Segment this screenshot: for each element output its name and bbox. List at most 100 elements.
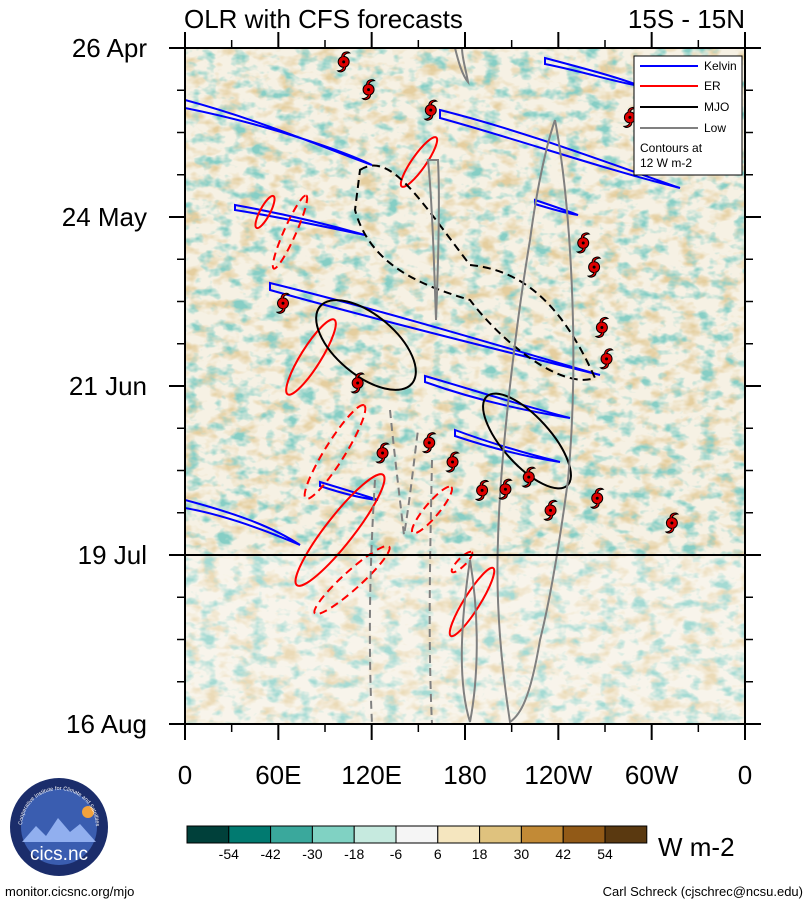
colorbar-swatch <box>437 825 481 844</box>
tropical-cyclone-icon <box>350 372 365 394</box>
legend-label-mjo: MJO <box>704 100 729 114</box>
mjo-contour <box>315 299 417 391</box>
kelvin-contour <box>424 374 571 419</box>
tropical-cyclone-icon <box>521 466 536 488</box>
er-contour <box>450 550 474 574</box>
tropical-cyclone-icon <box>543 499 558 521</box>
low-contour <box>454 48 470 86</box>
er-contour <box>303 404 367 500</box>
legend: Kelvin ER MJO Low Contours at 12 W m-2 <box>633 55 743 176</box>
logo-mountains-icon <box>22 818 96 842</box>
tropical-cyclone-icon <box>375 442 390 464</box>
er-contour <box>294 473 386 587</box>
footer-url: monitor.cicsnc.org/mjo <box>5 884 134 899</box>
legend-note-line2: 12 W m-2 <box>640 156 692 170</box>
tropical-cyclone-icon <box>361 79 376 101</box>
low-contour <box>368 479 376 724</box>
tropical-cyclone-icon <box>275 292 291 314</box>
colorbar-swatch <box>228 825 272 844</box>
low-contour <box>496 119 575 724</box>
er-contour <box>254 194 276 230</box>
colorbar-label: -18 <box>344 846 364 862</box>
colorbar-swatch <box>186 825 230 844</box>
colorbar-swatch <box>562 825 606 844</box>
kelvin-contour <box>185 98 373 166</box>
legend-label-er: ER <box>704 79 721 93</box>
legend-label-low: Low <box>704 121 726 135</box>
er-contour <box>313 544 391 616</box>
tropical-cyclone-icon <box>474 479 490 501</box>
low-contour <box>460 559 478 723</box>
x-tick-label: 120E <box>341 760 402 790</box>
tropical-cyclone-icon <box>664 512 680 534</box>
cics-logo: cics.nc Cooperative Institute for Climat… <box>10 778 108 876</box>
legend-note-line1: Contours at <box>640 141 703 155</box>
colorbar-label: -6 <box>390 846 403 862</box>
chart-subtitle: 15S - 15N <box>628 4 745 34</box>
chart-title: OLR with CFS forecasts <box>184 4 463 34</box>
colorbar-label: 6 <box>434 846 442 862</box>
x-tick-label: 60W <box>625 760 679 790</box>
y-tick-label: 16 Aug <box>66 709 147 739</box>
colorbar-label: -54 <box>219 846 239 862</box>
y-tick-label: 26 Apr <box>72 33 148 63</box>
y-tick-label: 24 May <box>62 202 147 232</box>
logo-sun-icon <box>82 806 94 818</box>
tropical-cyclone-icon <box>498 478 513 500</box>
low-contour <box>389 409 419 536</box>
kelvin-contour <box>534 198 579 216</box>
colorbar-label: -42 <box>260 846 280 862</box>
low-contour <box>428 459 433 724</box>
colorbar-label: 42 <box>555 846 571 862</box>
colorbar-label: 54 <box>597 846 613 862</box>
colorbar-swatch <box>520 825 564 844</box>
y-axis: 26 Apr 24 May 21 Jun 19 Jul 16 Aug <box>62 33 761 739</box>
tropical-cyclone-layer <box>275 51 680 534</box>
legend-label-kelvin: Kelvin <box>704 59 737 73</box>
tropical-cyclone-icon <box>590 487 605 509</box>
x-tick-label: 0 <box>738 760 752 790</box>
filtered-contours <box>185 48 681 724</box>
er-contour <box>399 136 439 188</box>
kelvin-contour <box>319 480 379 501</box>
tropical-cyclone-icon <box>594 317 610 338</box>
tropical-cyclone-icon <box>422 432 437 454</box>
colorbar-label: 30 <box>514 846 530 862</box>
kelvin-contour <box>454 428 561 463</box>
footer-credit: Carl Schreck (cjschrec@ncsu.edu) <box>603 884 803 899</box>
tropical-cyclone-icon <box>423 99 438 121</box>
tropical-cyclone-icon <box>599 348 614 370</box>
x-tick-label: 0 <box>178 760 192 790</box>
x-tick-label: 180 <box>443 760 486 790</box>
legend-box <box>633 55 743 176</box>
tropical-cyclone-icon <box>336 51 351 73</box>
kelvin-contour <box>185 498 301 546</box>
er-contour <box>410 485 454 535</box>
er-contour <box>285 318 337 396</box>
y-tick-label: 21 Jun <box>69 371 147 401</box>
colorbar-swatch <box>604 825 648 844</box>
colorbar-swatch <box>395 825 439 844</box>
logo-text: cics.nc <box>30 844 88 865</box>
x-tick-label: 120W <box>524 760 592 790</box>
low-contour <box>426 159 440 321</box>
colorbar-label: -30 <box>302 846 322 862</box>
colorbar-units: W m-2 <box>658 832 735 862</box>
colorbar-swatch <box>479 825 522 844</box>
colorbar-label: 18 <box>472 846 488 862</box>
kelvin-contour <box>269 281 601 376</box>
y-tick-label: 19 Jul <box>78 540 147 570</box>
x-tick-label: 60E <box>255 760 301 790</box>
mjo-contour <box>353 164 597 381</box>
colorbar-swatch <box>270 825 313 844</box>
kelvin-contour <box>439 108 681 189</box>
tropical-cyclone-icon <box>576 232 591 254</box>
colorbar: -54 -42 -30 -18 -6 6 18 30 42 54 <box>186 825 648 862</box>
tropical-cyclone-icon <box>586 256 602 278</box>
x-axis: 0 60E 120E 180 120W 60W 0 <box>178 32 752 790</box>
colorbar-swatch <box>353 825 397 844</box>
colorbar-swatch <box>311 825 355 844</box>
tropical-cyclone-icon <box>445 451 460 473</box>
er-contour <box>271 194 309 270</box>
